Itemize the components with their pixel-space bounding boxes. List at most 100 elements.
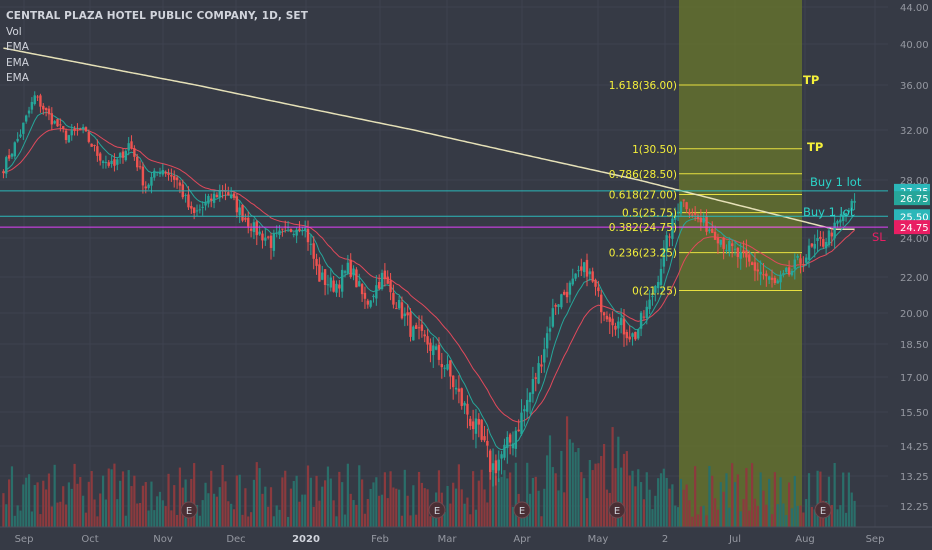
volume-bar-264 [753,498,757,527]
volume-bar-133 [380,494,384,527]
candle-body-11 [33,95,36,105]
candle-body-144 [412,326,415,341]
candle-body-6 [19,134,22,137]
candle-body-212 [605,315,609,320]
volume-bar-262 [748,510,751,527]
candle-body-64 [184,194,187,196]
candle-body-5 [16,138,19,142]
candle-body-273 [779,275,782,283]
fib-label-7: 0(21.25) [632,286,677,298]
x-tick-2: Nov [153,534,173,545]
candle-body-67 [192,207,196,214]
candle-body-259 [739,252,742,259]
volume-bar-246 [702,505,705,527]
volume-bar-292 [833,463,836,527]
volume-bar-91 [261,493,264,527]
candlesticks [2,91,856,487]
candle-body-222 [634,331,637,340]
horizontal-lines [0,190,888,228]
volume-bar-84 [241,514,244,527]
volume-bar-201 [574,452,577,527]
volume-bar-252 [719,482,722,527]
volume-bar-231 [659,473,663,527]
price-axis-bg [888,0,932,527]
price-axis[interactable]: 44.00 40.00 36.00 32.00 28.00 24.00 22.00 20.00… [888,0,932,527]
candle-body-122 [349,259,352,277]
legend-ema-3[interactable]: EMA [6,72,29,84]
candle-body-217 [619,317,623,326]
volume-bar-118 [338,471,341,527]
legend-ema-2[interactable]: EMA [6,56,29,69]
legend-vol[interactable]: Vol [6,25,22,38]
volume-bar-205 [585,498,589,527]
candle-body-246 [702,217,705,223]
volume-bar-165 [472,471,475,527]
earnings-label-4: E [820,506,826,517]
candle-body-146 [417,327,421,329]
candle-body-239 [682,199,685,201]
volume-bar-51 [147,510,150,527]
volume-bar-17 [50,506,53,527]
candle-body-18 [53,121,56,124]
volume-bar-77 [221,465,224,527]
volume-bar-228 [651,509,654,527]
price-tag-1: 26.75 [900,194,929,205]
volume-bar-88 [252,479,256,527]
candle-body-56 [161,169,165,175]
volume-bar-299 [853,500,856,527]
candle-body-124 [355,269,358,288]
volume-bar-270 [770,514,774,527]
volume-bar-82 [235,475,238,527]
volume-bar-257 [733,482,737,527]
volume-bar-130 [372,482,375,527]
candle-body-216 [617,321,620,329]
volume-bar-149 [426,489,429,527]
volume-bar-146 [417,471,421,527]
candle-body-93 [266,236,270,238]
candle-body-263 [750,262,754,265]
volume-bar-106 [304,494,307,527]
volume-bar-29 [84,512,88,527]
volume-bar-48 [138,502,142,527]
candle-body-275 [785,267,788,272]
candle-body-228 [651,296,654,298]
candle-body-194 [554,304,557,307]
y-tick-13: 12.25 [900,502,929,513]
volume-bar-34 [99,493,102,527]
chart-title: CENTRAL PLAZA HOTEL PUBLIC COMPANY, 1D, … [6,10,308,22]
volume-bar-266 [759,472,762,527]
candle-body-87 [249,228,253,231]
volume-bar-168 [480,469,483,527]
volume-bar-55 [158,491,162,527]
candle-body-54 [155,171,159,173]
volume-bar-297 [847,472,850,527]
candle-body-55 [158,172,162,175]
candle-body-58 [167,173,170,175]
volume-bar-153 [437,470,441,527]
earnings-label-1: E [434,506,440,517]
candle-body-166 [474,418,478,434]
volume-bar-251 [716,509,720,527]
candle-body-16 [47,108,51,115]
candle-body-149 [426,336,429,345]
time-axis[interactable]: Sep Oct Nov Dec 2020 Feb Mar Apr May 2 Jul Aug Sep [0,526,932,550]
candle-body-17 [50,113,54,125]
volume-bar-277 [790,508,794,527]
candle-body-171 [489,450,492,473]
candle-body-76 [218,190,221,198]
volume-bar-122 [349,493,352,527]
y-tick-7: 20.00 [900,309,929,320]
volume-bar-177 [506,478,509,527]
time-axis-bg [0,527,932,550]
candle-body-214 [611,318,614,326]
candle-body-142 [406,312,409,316]
candle-body-180 [514,430,518,449]
volume-bar-259 [739,511,742,527]
candle-body-219 [625,331,629,339]
candle-body-139 [397,300,401,309]
volume-bar-53 [153,510,156,527]
candle-body-278 [793,259,796,269]
candle-body-101 [289,229,293,232]
legend-ema-1[interactable]: EMA [6,41,29,53]
